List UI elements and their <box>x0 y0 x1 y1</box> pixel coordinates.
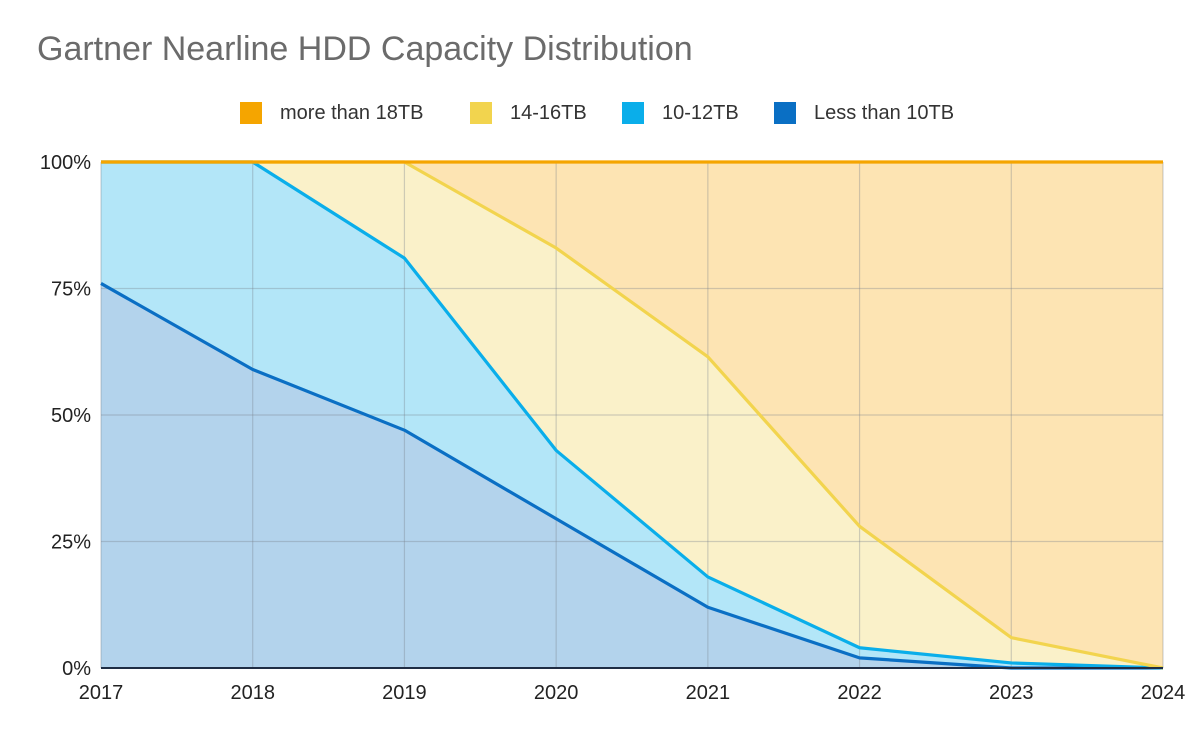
area-10-12tb <box>101 162 1163 668</box>
y-tick-label: 75% <box>51 279 91 301</box>
x-tick-label: 2019 <box>382 682 427 704</box>
legend-swatch <box>774 102 796 124</box>
series-line-less-than-10tb <box>100 282 1163 670</box>
area-14-16tb <box>101 162 1163 668</box>
legend-label: 14-16TB <box>510 101 587 124</box>
legend-swatch <box>622 102 644 124</box>
y-tick-label: 0% <box>62 658 91 680</box>
legend-swatch <box>240 102 262 124</box>
legend-item-10-12tb: 10-12TB <box>622 98 739 128</box>
legend-item-less-than-10tb: Less than 10TB <box>774 98 954 128</box>
chart-title: Gartner Nearline HDD Capacity Distributi… <box>37 30 693 68</box>
legend-item-14-16tb: 14-16TB <box>470 98 587 128</box>
legend-label: 10-12TB <box>662 101 739 124</box>
legend-item-more-than-18tb: more than 18TB <box>240 98 423 128</box>
y-tick-label: 100% <box>40 152 91 174</box>
x-tick-label: 2020 <box>534 682 579 704</box>
x-tick-label: 2022 <box>837 682 882 704</box>
legend-label: more than 18TB <box>280 101 424 124</box>
x-tick-label: 2023 <box>989 682 1034 704</box>
area-less-than-10tb <box>101 283 1163 668</box>
legend-label: Less than 10TB <box>814 101 955 124</box>
x-tick-label: 2021 <box>686 682 731 704</box>
area-more-than-18tb <box>101 162 1163 668</box>
x-tick-label: 2018 <box>230 682 275 704</box>
chart-legend: more than 18TB 14-16TB 10-12TB Less than… <box>0 98 1200 128</box>
legend-swatch <box>470 102 492 124</box>
y-tick-label: 25% <box>51 532 91 554</box>
series-line-10-12tb <box>101 160 1164 670</box>
x-tick-label: 2024 <box>1141 682 1186 704</box>
x-tick-label: 2017 <box>79 682 124 704</box>
y-tick-label: 50% <box>51 405 91 427</box>
